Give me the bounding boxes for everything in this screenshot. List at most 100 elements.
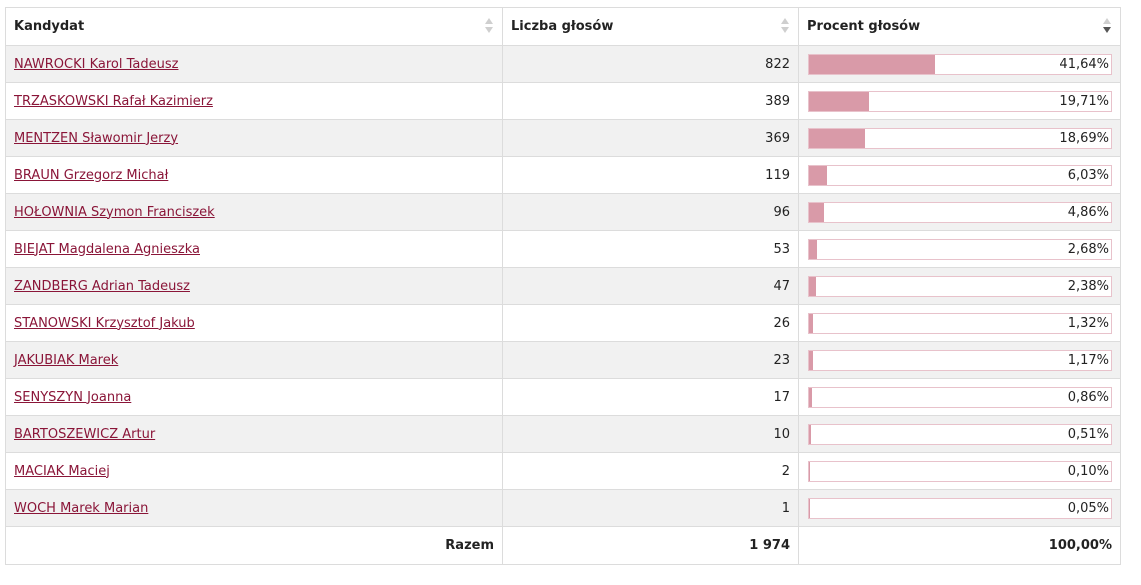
percent-bar-fill xyxy=(809,239,818,259)
sort-arrows-icon[interactable] xyxy=(1103,18,1111,34)
table-body: NAWROCKI Karol Tadeusz 822 41,64% TRZASKOWS… xyxy=(5,45,1121,527)
column-header-candidate[interactable]: Kandydat xyxy=(5,7,503,46)
percent-bar-fill xyxy=(809,387,812,407)
votes-cell: 10 xyxy=(502,415,799,453)
candidate-cell: WOCH Marek Marian xyxy=(5,489,503,527)
column-header-votes-label: Liczba głosów xyxy=(511,19,614,34)
candidate-link[interactable]: JAKUBIAK Marek xyxy=(14,352,119,368)
percent-bar: 19,71% xyxy=(808,90,1112,112)
sort-arrows-icon[interactable] xyxy=(485,18,493,34)
header-row: Kandydat Liczba głosów Procent głosów xyxy=(5,7,1121,46)
results-table: Kandydat Liczba głosów Procent głosów NA… xyxy=(5,7,1121,565)
percent-cell: 1,32% xyxy=(798,304,1121,342)
votes-cell: 2 xyxy=(502,452,799,490)
percent-value: 0,10% xyxy=(1067,463,1109,479)
candidate-link[interactable]: ZANDBERG Adrian Tadeusz xyxy=(14,278,190,294)
candidate-link[interactable]: MACIAK Maciej xyxy=(14,463,110,479)
percent-bar-fill xyxy=(809,128,866,148)
total-row: Razem 1 974 100,00% xyxy=(5,526,1121,565)
candidate-cell: NAWROCKI Karol Tadeusz xyxy=(5,45,503,83)
percent-bar: 1,32% xyxy=(808,312,1112,334)
table-row: MACIAK Maciej 2 0,10% xyxy=(5,452,1121,490)
sort-down-active-icon xyxy=(1103,27,1111,33)
percent-cell: 18,69% xyxy=(798,119,1121,157)
sort-down-icon xyxy=(485,27,493,33)
percent-cell: 0,86% xyxy=(798,378,1121,416)
percent-value: 0,86% xyxy=(1067,389,1109,405)
percent-bar: 41,64% xyxy=(808,53,1112,75)
percent-cell: 2,68% xyxy=(798,230,1121,268)
total-votes: 1 974 xyxy=(502,526,799,565)
percent-cell: 2,38% xyxy=(798,267,1121,305)
sort-down-icon xyxy=(781,27,789,33)
percent-value: 0,05% xyxy=(1067,500,1109,516)
candidate-link[interactable]: WOCH Marek Marian xyxy=(14,500,149,516)
candidate-cell: ZANDBERG Adrian Tadeusz xyxy=(5,267,503,305)
percent-bar: 4,86% xyxy=(808,201,1112,223)
candidate-cell: HOŁOWNIA Szymon Franciszek xyxy=(5,193,503,231)
column-header-percent[interactable]: Procent głosów xyxy=(798,7,1121,46)
table-footer: Razem 1 974 100,00% xyxy=(5,526,1121,565)
percent-bar: 0,51% xyxy=(808,423,1112,445)
percent-value: 2,38% xyxy=(1067,278,1109,294)
percent-value: 4,86% xyxy=(1067,204,1109,220)
percent-bar: 2,38% xyxy=(808,275,1112,297)
percent-value: 1,17% xyxy=(1067,352,1109,368)
votes-cell: 369 xyxy=(502,119,799,157)
votes-cell: 389 xyxy=(502,82,799,120)
sort-up-icon xyxy=(1103,18,1111,24)
percent-bar-fill xyxy=(809,165,828,185)
candidate-cell: SENYSZYN Joanna xyxy=(5,378,503,416)
candidate-link[interactable]: BARTOSZEWICZ Artur xyxy=(14,426,156,442)
table-row: BARTOSZEWICZ Artur 10 0,51% xyxy=(5,415,1121,453)
percent-value: 1,32% xyxy=(1067,315,1109,331)
candidate-cell: BIEJAT Magdalena Agnieszka xyxy=(5,230,503,268)
table-row: BRAUN Grzegorz Michał 119 6,03% xyxy=(5,156,1121,194)
votes-cell: 26 xyxy=(502,304,799,342)
percent-cell: 0,10% xyxy=(798,452,1121,490)
percent-cell: 0,05% xyxy=(798,489,1121,527)
percent-value: 0,51% xyxy=(1067,426,1109,442)
votes-cell: 1 xyxy=(502,489,799,527)
candidate-link[interactable]: BRAUN Grzegorz Michał xyxy=(14,167,169,183)
percent-value: 6,03% xyxy=(1067,167,1109,183)
percent-bar-fill xyxy=(809,424,811,444)
percent-value: 19,71% xyxy=(1059,93,1109,109)
votes-cell: 822 xyxy=(502,45,799,83)
candidate-link[interactable]: HOŁOWNIA Szymon Franciszek xyxy=(14,204,215,220)
votes-cell: 23 xyxy=(502,341,799,379)
candidate-link[interactable]: TRZASKOWSKI Rafał Kazimierz xyxy=(14,93,213,109)
candidate-cell: TRZASKOWSKI Rafał Kazimierz xyxy=(5,82,503,120)
sort-arrows-icon[interactable] xyxy=(781,18,789,34)
candidate-link[interactable]: MENTZEN Sławomir Jerzy xyxy=(14,130,179,146)
table-row: WOCH Marek Marian 1 0,05% xyxy=(5,489,1121,527)
candidate-link[interactable]: BIEJAT Magdalena Agnieszka xyxy=(14,241,200,257)
table-row: TRZASKOWSKI Rafał Kazimierz 389 19,71% xyxy=(5,82,1121,120)
candidate-link[interactable]: STANOWSKI Krzysztof Jakub xyxy=(14,315,195,331)
results-table-container: Kandydat Liczba głosów Procent głosów NA… xyxy=(5,7,1121,565)
percent-value: 41,64% xyxy=(1059,56,1109,72)
votes-cell: 53 xyxy=(502,230,799,268)
percent-bar: 1,17% xyxy=(808,349,1112,371)
percent-cell: 1,17% xyxy=(798,341,1121,379)
candidate-link[interactable]: NAWROCKI Karol Tadeusz xyxy=(14,56,179,72)
candidate-cell: STANOWSKI Krzysztof Jakub xyxy=(5,304,503,342)
column-header-votes[interactable]: Liczba głosów xyxy=(502,7,799,46)
total-label: Razem xyxy=(5,526,503,565)
total-percent: 100,00% xyxy=(798,526,1121,565)
votes-cell: 17 xyxy=(502,378,799,416)
table-row: SENYSZYN Joanna 17 0,86% xyxy=(5,378,1121,416)
table-row: STANOWSKI Krzysztof Jakub 26 1,32% xyxy=(5,304,1121,342)
percent-bar-fill xyxy=(809,91,869,111)
sort-up-icon xyxy=(485,18,493,24)
percent-value: 2,68% xyxy=(1067,241,1109,257)
table-row: MENTZEN Sławomir Jerzy 369 18,69% xyxy=(5,119,1121,157)
percent-bar-fill xyxy=(809,54,935,74)
table-row: JAKUBIAK Marek 23 1,17% xyxy=(5,341,1121,379)
percent-cell: 4,86% xyxy=(798,193,1121,231)
percent-cell: 0,51% xyxy=(798,415,1121,453)
percent-cell: 6,03% xyxy=(798,156,1121,194)
percent-bar: 6,03% xyxy=(808,164,1112,186)
candidate-link[interactable]: SENYSZYN Joanna xyxy=(14,389,132,405)
percent-cell: 19,71% xyxy=(798,82,1121,120)
